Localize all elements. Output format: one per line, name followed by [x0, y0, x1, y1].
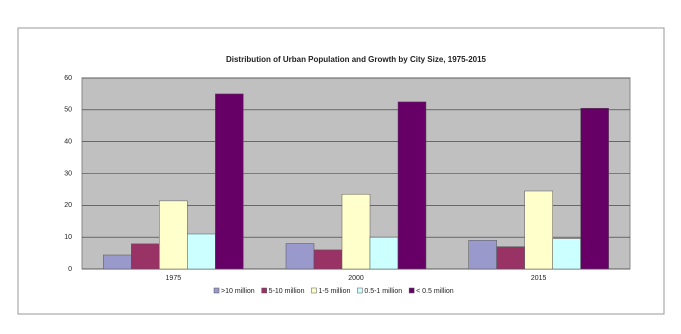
y-tick-label: 40 [64, 139, 72, 146]
bar [468, 240, 497, 270]
bar [496, 246, 525, 270]
bar [131, 243, 160, 270]
x-tick-label: 2000 [348, 275, 364, 282]
legend-swatch [261, 287, 267, 294]
legend-label: < 0.5 million [416, 288, 454, 295]
bar [580, 107, 609, 270]
legend-label: >10 million [221, 288, 255, 295]
legend-swatch [311, 287, 317, 294]
y-tick-label: 60 [64, 75, 72, 82]
chart-title: Distribution of Urban Population and Gro… [226, 55, 487, 64]
bar [341, 193, 371, 270]
y-tick-label: 0 [68, 266, 72, 273]
legend-swatch [357, 287, 363, 294]
bar [397, 101, 427, 270]
bar [369, 236, 399, 270]
legend-swatch [408, 287, 415, 294]
bar [159, 200, 188, 270]
y-tick-label: 10 [64, 234, 72, 241]
y-tick-label: 50 [64, 107, 72, 114]
legend-label: 0.5-1 million [364, 288, 402, 295]
legend-swatch [213, 287, 220, 294]
bar [103, 254, 132, 270]
y-tick-label: 30 [64, 170, 72, 177]
bar [187, 233, 216, 270]
legend-label: 1-5 million [318, 288, 350, 295]
x-tick-label: 2015 [531, 275, 547, 282]
bar [524, 190, 553, 270]
x-tick-label: 1975 [166, 275, 182, 282]
bar [552, 238, 581, 270]
bar [313, 249, 343, 270]
bar [285, 243, 315, 270]
legend-label: 5-10 million [269, 288, 305, 295]
y-tick-label: 20 [64, 202, 72, 209]
bar [215, 93, 244, 270]
